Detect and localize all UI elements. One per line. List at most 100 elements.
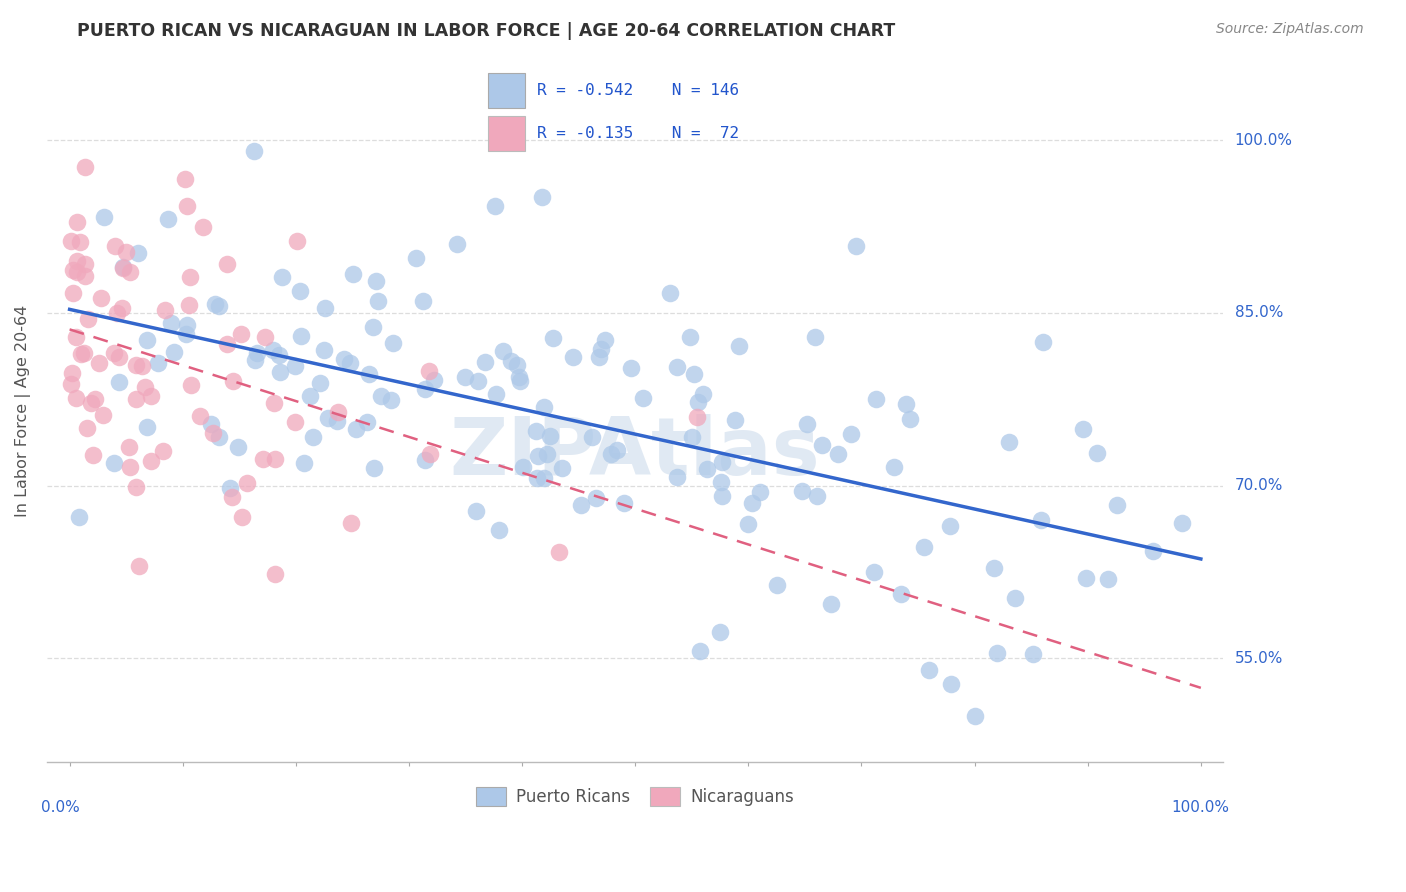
Point [146,356,169,370]
Point [631,391,654,405]
Point [221,490,243,504]
Point [965,708,987,723]
Point [620,360,643,375]
Point [115,245,138,260]
Point [152,443,174,458]
Point [796,417,818,431]
Point [91,408,114,422]
Point [176,198,198,212]
Point [820,597,842,611]
Point [418,364,440,378]
Point [326,414,349,428]
Point [90,291,112,305]
Point [112,260,135,275]
Point [267,348,290,362]
Point [208,430,231,444]
Point [124,480,146,494]
Text: PUERTO RICAN VS NICARAGUAN IN LABOR FORCE | AGE 20-64 CORRELATION CHART: PUERTO RICAN VS NICARAGUAN IN LABOR FORC… [77,22,896,40]
Point [93,211,115,225]
Point [536,446,558,460]
Point [986,647,1008,661]
Point [226,440,249,454]
Point [1105,498,1128,512]
Point [125,359,148,373]
Point [484,199,506,213]
Point [312,343,335,357]
Point [419,447,441,461]
Point [363,460,385,475]
Point [446,236,468,251]
Point [413,382,436,396]
Point [60,376,83,391]
Text: 55.0%: 55.0% [1234,650,1282,665]
Point [1032,335,1054,350]
Point [710,475,733,489]
Point [666,470,689,484]
Point [524,424,547,438]
Point [492,344,515,359]
Point [263,395,285,409]
Point [423,373,446,387]
Point [865,392,887,407]
Point [215,256,238,270]
Point [82,448,104,462]
Point [191,220,214,235]
Point [235,475,257,490]
Point [997,434,1019,449]
Point [613,496,636,510]
Point [179,269,201,284]
Point [710,489,733,503]
Point [686,410,709,425]
Point [73,257,96,271]
Point [231,510,253,524]
Point [108,376,131,390]
Point [589,343,612,357]
Point [1071,422,1094,436]
Point [1142,543,1164,558]
Point [1076,571,1098,585]
Point [509,374,531,388]
Point [804,330,827,344]
Point [125,392,148,407]
Y-axis label: In Labor Force | Age 20-64: In Labor Force | Age 20-64 [15,304,31,516]
Point [912,541,935,555]
Point [683,367,706,381]
Point [157,212,180,227]
Point [73,161,96,175]
Point [217,337,239,351]
Point [301,430,323,444]
Text: Source: ZipAtlas.com: Source: ZipAtlas.com [1216,22,1364,37]
Point [269,365,291,379]
Point [679,330,702,344]
Point [543,331,565,345]
Point [689,644,711,658]
Point [659,285,682,300]
Point [681,430,703,444]
Point [308,376,330,391]
Point [512,459,534,474]
Point [1029,513,1052,527]
Point [357,367,380,381]
Point [333,352,356,367]
Point [66,215,89,229]
Point [737,516,759,531]
Point [134,380,156,394]
Point [177,298,200,312]
Point [263,451,285,466]
Point [62,285,84,300]
Point [136,333,159,347]
Point [264,567,287,582]
Point [176,318,198,332]
Point [380,392,402,407]
Point [84,392,107,406]
Point [287,235,309,249]
Text: 100.0%: 100.0% [1171,800,1229,815]
Point [863,565,886,579]
Point [709,625,731,640]
Legend: Puerto Ricans, Nicaraguans: Puerto Ricans, Nicaraguans [470,780,801,814]
Point [939,519,962,533]
Point [174,172,197,186]
Point [67,510,90,524]
Point [551,460,574,475]
Point [366,274,388,288]
